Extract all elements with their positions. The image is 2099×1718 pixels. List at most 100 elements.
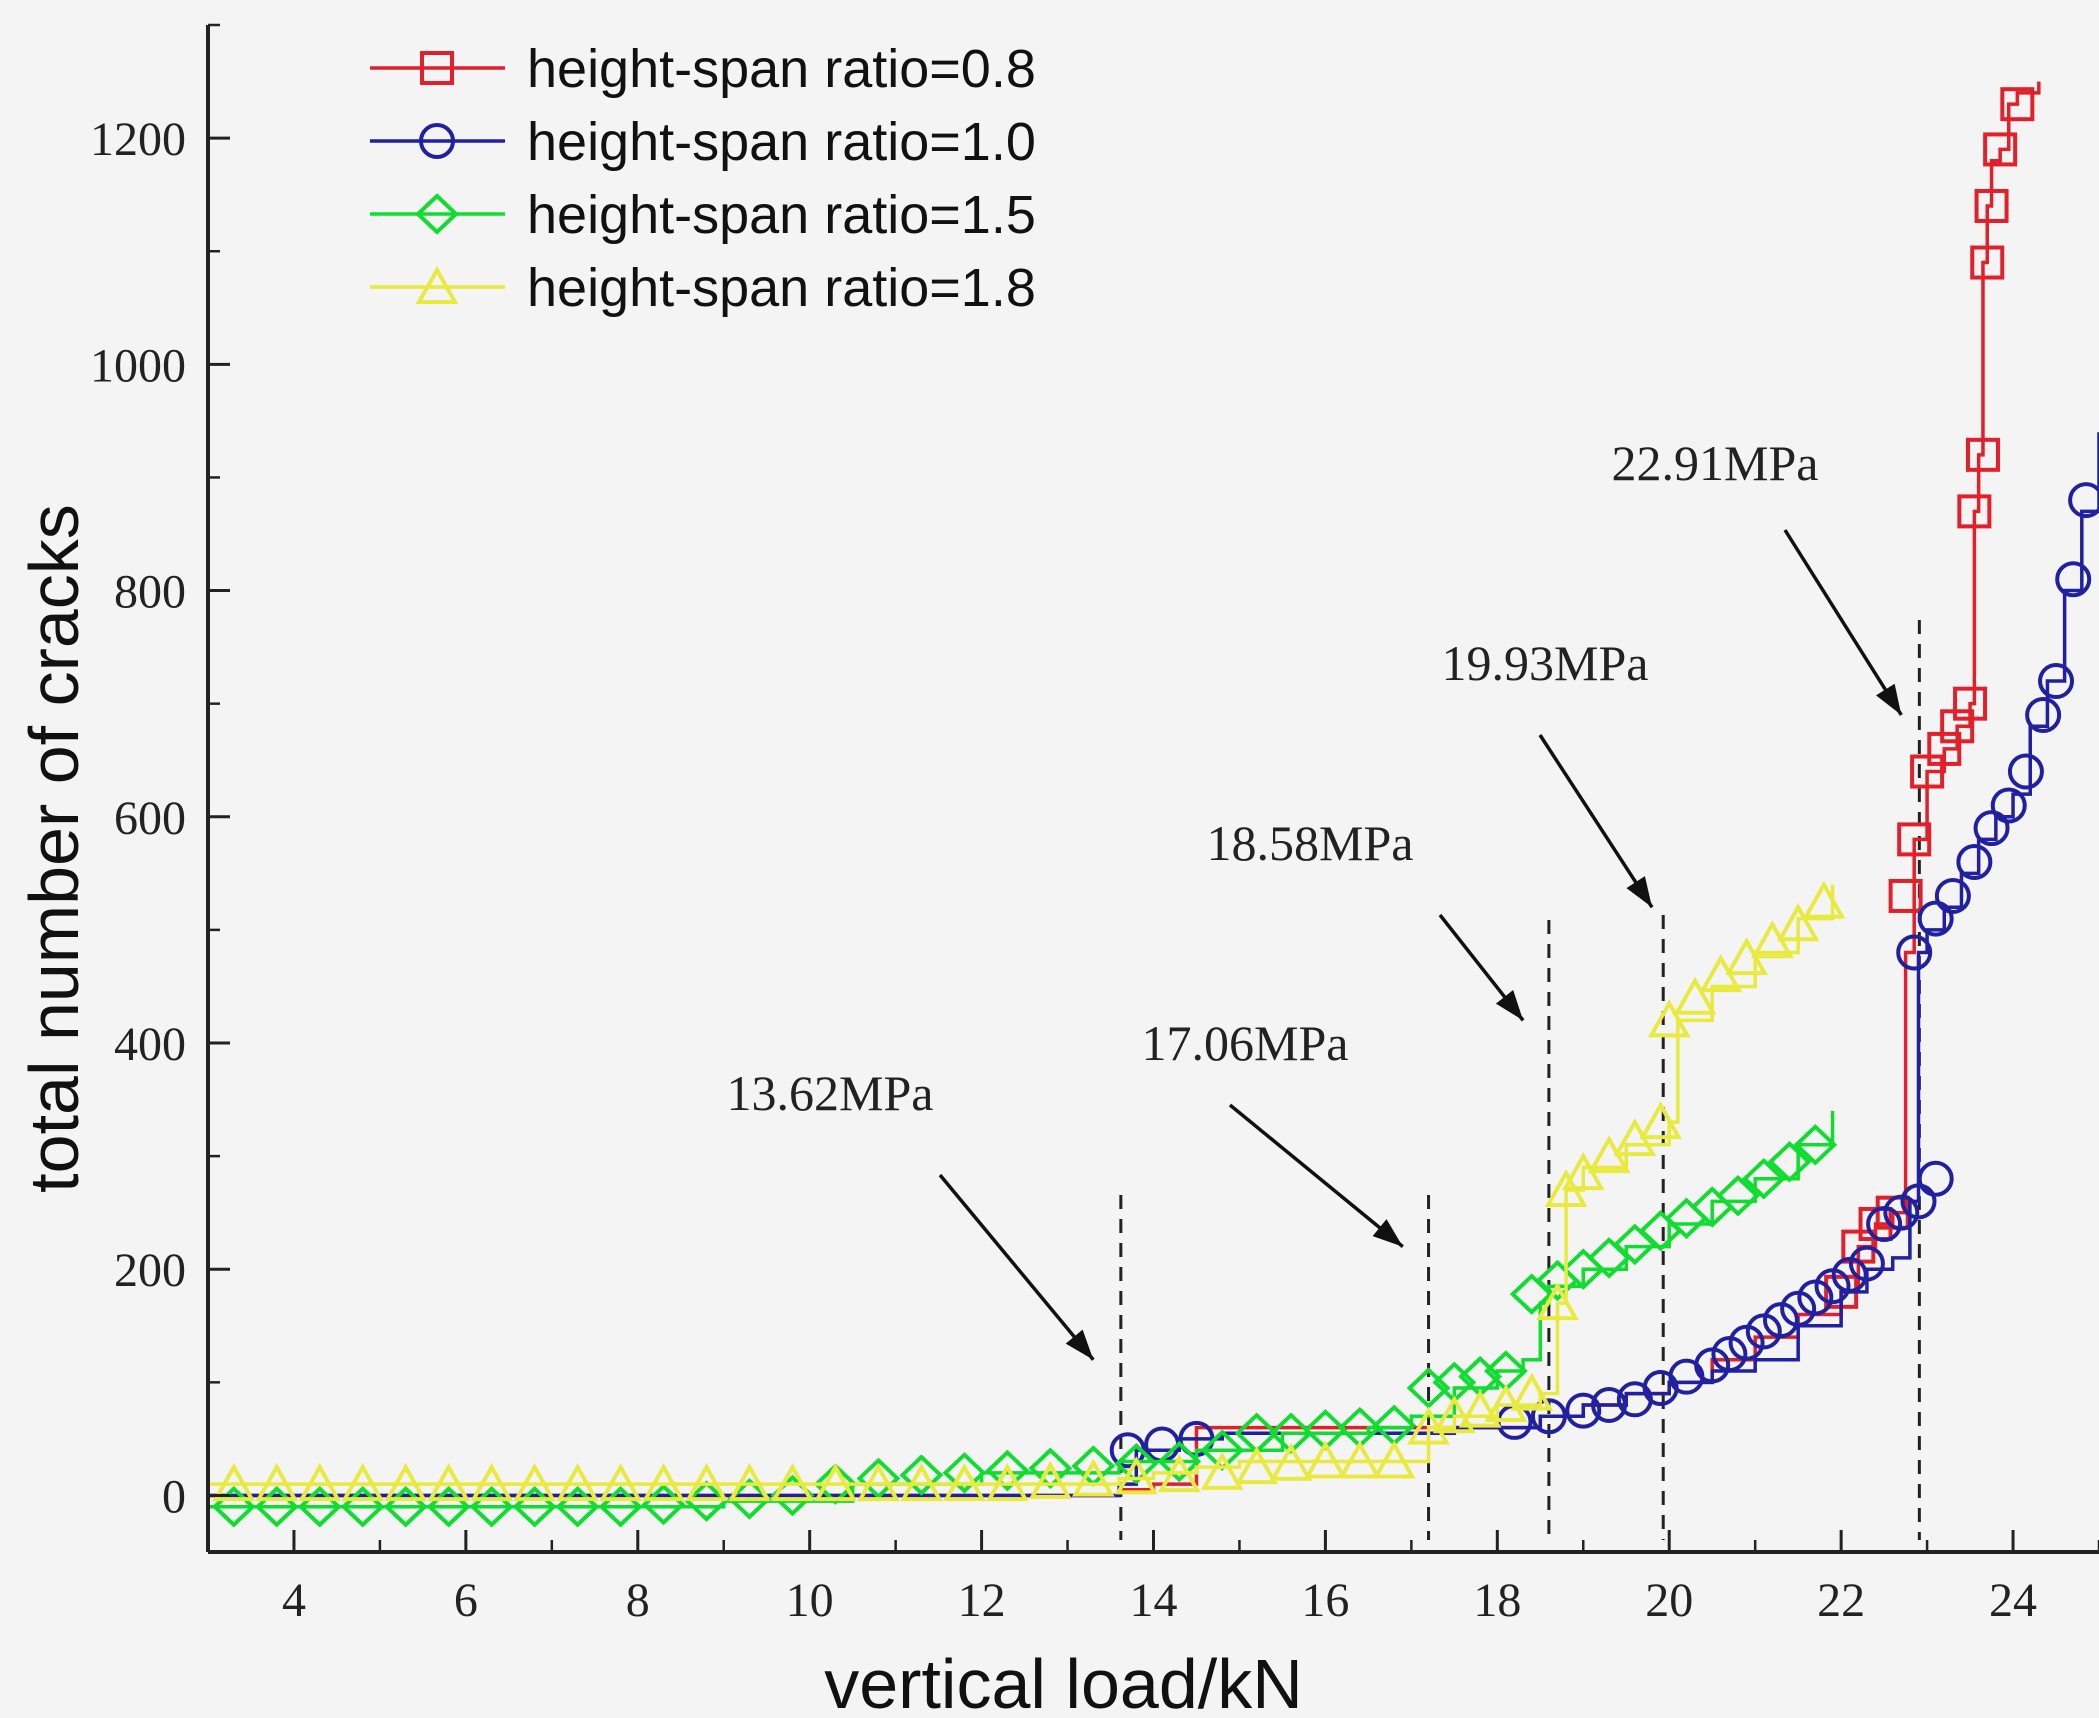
data-point (1028, 1447, 1073, 1490)
y-tick-label: 800 (114, 566, 186, 619)
data-point (900, 1463, 943, 1502)
x-tick-label: 22 (1817, 1574, 1865, 1627)
legend-marker (419, 123, 455, 159)
legend-label: height-span ratio=1.0 (527, 112, 1036, 172)
data-point (1716, 1174, 1760, 1217)
data-point (1793, 1124, 1838, 1166)
data-point (1639, 1101, 1683, 1140)
data-point (985, 1463, 1029, 1502)
data-point (942, 1452, 987, 1494)
data-point (599, 1463, 643, 1502)
data-point (684, 1480, 729, 1522)
data-point (384, 1463, 428, 1502)
data-point (1071, 1458, 1115, 1497)
data-point (1458, 1389, 1502, 1428)
data-point (1530, 1398, 1567, 1435)
annotation-arrow-head (1495, 990, 1524, 1021)
annotation-label: 19.93MPa (1442, 635, 1649, 691)
data-point (1406, 1367, 1451, 1409)
data-point (2025, 696, 2062, 733)
data-point (2000, 87, 2035, 122)
data-point (942, 1463, 986, 1502)
legend-marker (420, 51, 454, 85)
data-point (1372, 1440, 1416, 1479)
annotation-arrow-line (1538, 734, 1654, 909)
data-point (1897, 822, 1932, 857)
data-point (1432, 1395, 1476, 1434)
x-tick-label: 10 (786, 1574, 834, 1627)
annotations: 13.62MPa 17.06MPa 18.58MPa 19.93MPa 22.91MPa (727, 435, 1903, 1361)
legend-label: height-span ratio=1.5 (527, 185, 1036, 245)
data-point (1114, 1443, 1159, 1485)
series-2 (208, 432, 2099, 1498)
annotation-label: 13.62MPa (727, 1065, 934, 1121)
y-tick-label: 200 (114, 1244, 186, 1297)
data-point (1983, 132, 2018, 167)
data-point (813, 1463, 858, 1505)
y-tick-label: 1200 (90, 113, 186, 166)
x-tick-label: 4 (282, 1574, 306, 1627)
data-point (1536, 1282, 1579, 1321)
data-point (1741, 1157, 1786, 1200)
data-point (857, 1463, 900, 1502)
data-point (1896, 934, 1933, 971)
annotation-arrow-head (1372, 1219, 1403, 1247)
data-point (341, 1463, 385, 1502)
data-point (1888, 878, 1923, 913)
series-line (208, 432, 2099, 1498)
data-point (1157, 1440, 1202, 1483)
data-point (1973, 810, 2010, 847)
legend-entry-4: height-span ratio=1.8 (370, 258, 1036, 318)
data-point (685, 1463, 728, 1502)
annotation-label: 22.91MPa (1612, 435, 1819, 491)
x-tick-label: 6 (454, 1574, 478, 1627)
y-axis-title: total number of cracks (15, 504, 93, 1193)
data-point (1565, 1392, 1602, 1429)
x-tick-label: 18 (1473, 1574, 1521, 1627)
annotation-arrow-line (1783, 529, 1903, 716)
data-point (255, 1463, 299, 1502)
data-point (2038, 663, 2075, 700)
data-point (1910, 754, 1945, 789)
x-tick-label: 12 (958, 1574, 1006, 1627)
legend-marker (415, 193, 459, 235)
data-point (1028, 1460, 1072, 1499)
annotation-label: 18.58MPa (1207, 815, 1414, 871)
y-tick-label: 0 (162, 1470, 186, 1523)
data-point (298, 1463, 342, 1502)
data-point (1974, 188, 2009, 223)
y-tick-label: 400 (114, 1018, 186, 1071)
data-point (728, 1463, 771, 1502)
annotation-arrow-line (1228, 1103, 1404, 1248)
data-point (856, 1457, 901, 1500)
data-point (1776, 903, 1820, 942)
data-point (513, 1463, 557, 1502)
data-point (1673, 976, 1717, 1015)
data-point (1647, 999, 1691, 1038)
data-point (2007, 753, 2044, 790)
annotation-arrow-head (1876, 683, 1902, 715)
annotation-arrow-head (1626, 876, 1653, 908)
data-point (212, 1463, 256, 1502)
data-point (1900, 1183, 1937, 1220)
data-point (470, 1463, 514, 1502)
data-point (1802, 880, 1846, 919)
data-point (1591, 1386, 1628, 1423)
annotation-arrow-head (1065, 1329, 1094, 1360)
data-point (2068, 482, 2099, 519)
legend-label: height-span ratio=1.8 (527, 258, 1036, 318)
data-point (1114, 1456, 1158, 1495)
axes: 4 6 8 10 12 14 16 18 20 22 24 0 200 400 600 800 1000 1200 (90, 23, 2099, 1627)
legend-label: height-span ratio=0.8 (527, 39, 1036, 99)
data-point (1767, 1141, 1812, 1183)
data-point (1970, 245, 2005, 280)
x-tick-label: 16 (1301, 1574, 1349, 1627)
data-point (1965, 437, 2000, 472)
data-point (1940, 709, 1975, 744)
x-tick-label: 20 (1645, 1574, 1693, 1627)
data-point (1269, 1412, 1313, 1454)
x-tick-label: 24 (1989, 1574, 2037, 1627)
y-tick-label: 1000 (90, 339, 186, 392)
legend-entry-3: height-span ratio=1.5 (370, 185, 1036, 245)
data-point (1235, 1446, 1279, 1485)
